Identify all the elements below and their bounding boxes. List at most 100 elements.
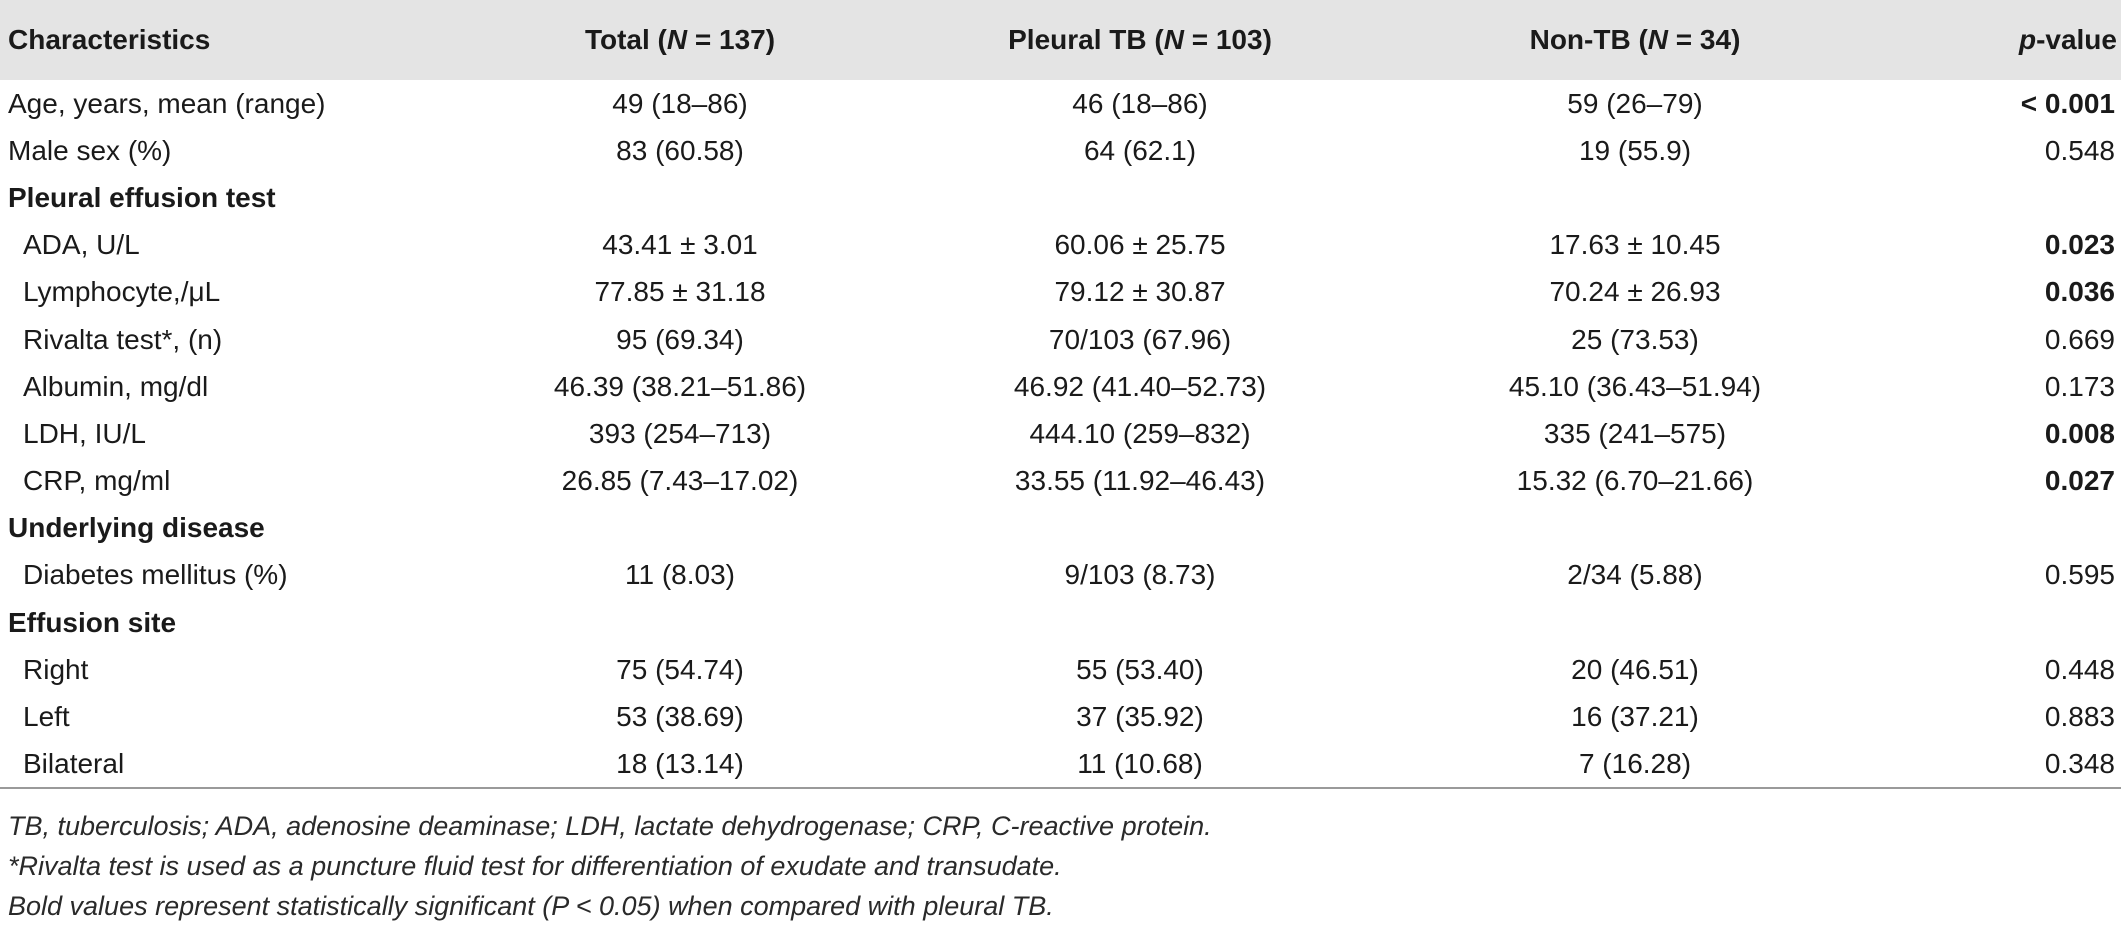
- row-label: Albumin, mg/dl: [23, 370, 209, 402]
- header-non-tb: Non-TB (N = 34): [1390, 0, 1880, 80]
- cell-non-tb: 16 (37.21): [1571, 701, 1699, 733]
- cell-total: 26.85 (7.43–17.02): [561, 465, 799, 497]
- table-row: ADA, U/L 43.41 ± 3.01 60.06 ± 25.75 17.63 ±…: [0, 222, 2121, 269]
- footnote-abbreviations: TB, tuberculosis; ADA, adenosine deamina…: [8, 811, 1212, 841]
- cell-total: 77.85 ± 31.18: [594, 276, 766, 308]
- section-row: Underlying disease: [0, 505, 2121, 552]
- section-row: Pleural effusion test: [0, 174, 2121, 221]
- cell-p-value: 0.548: [2044, 134, 2115, 166]
- cell-pleural-tb: 11 (10.68): [1077, 747, 1203, 779]
- section-row: Effusion site: [0, 599, 2121, 646]
- cell-non-tb: 2/34 (5.88): [1567, 559, 1703, 591]
- cell-pleural-tb: 9/103 (8.73): [1064, 559, 1216, 591]
- cell-non-tb: 45.10 (36.43–51.94): [1508, 370, 1762, 402]
- table-row: Rivalta test*, (n) 95 (69.34) 70/103 (67.9…: [0, 316, 2121, 363]
- header-total-n: N: [666, 24, 688, 55]
- cell-p-value: 0.023: [2044, 229, 2115, 261]
- cell-pleural-tb: 60.06 ± 25.75: [1054, 229, 1226, 261]
- cell-total: 49 (18–86): [612, 87, 748, 119]
- footnotes: TB, tuberculosis; ADA, adenosine deamina…: [8, 806, 1212, 926]
- cell-non-tb: 70.24 ± 26.93: [1549, 276, 1721, 308]
- cell-pleural-tb: 55 (53.40): [1076, 653, 1204, 685]
- cell-pleural-tb: 33.55 (11.92–46.43): [1014, 465, 1266, 497]
- header-nontb-n: N: [1647, 24, 1669, 55]
- cell-non-tb: 25 (73.53): [1571, 323, 1699, 355]
- cell-p-value: 0.008: [2044, 417, 2115, 449]
- header-tb-post: = 103): [1183, 24, 1272, 55]
- cell-non-tb: 59 (26–79): [1567, 87, 1703, 119]
- cell-pleural-tb: 46 (18–86): [1072, 87, 1208, 119]
- cell-p-value: 0.348: [2044, 747, 2115, 779]
- table-row: LDH, IU/L 393 (254–713) 444.10 (259–832) 33…: [0, 410, 2121, 457]
- cell-non-tb: 17.63 ± 10.45: [1549, 229, 1721, 261]
- section-label: Underlying disease: [8, 512, 265, 544]
- cell-non-tb: 19 (55.9): [1578, 134, 1692, 166]
- table-row: Albumin, mg/dl 46.39 (38.21–51.86) 46.92 (…: [0, 363, 2121, 410]
- header-total-post: = 137): [687, 24, 776, 55]
- header-tb-pre: Pleural TB (: [1008, 24, 1164, 55]
- header-pleural-tb: Pleural TB (N = 103): [890, 0, 1390, 80]
- cell-total: 11 (8.03): [625, 559, 735, 591]
- header-p-italic: p: [2018, 24, 2037, 55]
- cell-non-tb: 7 (16.28): [1578, 747, 1692, 779]
- header-nontb-post: = 34): [1668, 24, 1741, 55]
- cell-total: 46.39 (38.21–51.86): [553, 370, 807, 402]
- cell-p-value: 0.027: [2044, 465, 2115, 497]
- row-label: Male sex (%): [8, 134, 172, 166]
- cell-pleural-tb: 70/103 (67.96): [1048, 323, 1232, 355]
- table-row: Age, years, mean (range) 49 (18–86) 46 (18…: [0, 80, 2121, 127]
- cell-non-tb: 335 (241–575): [1543, 417, 1727, 449]
- cell-p-value: 0.669: [2044, 323, 2115, 355]
- cell-total: 75 (54.74): [616, 653, 744, 685]
- row-label: Rivalta test*, (n): [23, 323, 223, 355]
- cell-pleural-tb: 444.10 (259–832): [1029, 417, 1251, 449]
- header-tb-n: N: [1163, 24, 1184, 55]
- row-label: Right: [23, 653, 89, 685]
- cell-p-value: < 0.001: [2020, 87, 2115, 119]
- table-row: Male sex (%) 83 (60.58) 64 (62.1) 19 (55.9)…: [0, 127, 2121, 174]
- cell-p-value: 0.036: [2044, 276, 2115, 308]
- table-row: CRP, mg/ml 26.85 (7.43–17.02) 33.55 (11.92…: [0, 458, 2121, 505]
- row-label: Bilateral: [23, 747, 125, 779]
- cell-non-tb: 15.32 (6.70–21.66): [1516, 465, 1754, 497]
- table-row: Lymphocyte,/μL 77.85 ± 31.18 79.12 ± 30.87…: [0, 269, 2121, 316]
- section-label: Pleural effusion test: [8, 181, 276, 213]
- row-label: Diabetes mellitus (%): [23, 559, 288, 591]
- row-label: Left: [23, 701, 70, 733]
- footnote-rivalta: *Rivalta test is used as a puncture flui…: [8, 851, 1062, 881]
- section-label: Effusion site: [8, 606, 177, 638]
- cell-p-value: 0.883: [2044, 701, 2115, 733]
- header-row: Characteristics Total (N = 137) Pleural …: [0, 0, 2121, 80]
- cell-p-value: 0.448: [2044, 653, 2115, 685]
- header-total: Total (N = 137): [470, 0, 890, 80]
- footnote-bold-values: Bold values represent statistically sign…: [8, 891, 1054, 921]
- row-label: Lymphocyte,/μL: [23, 276, 221, 308]
- cell-p-value: 0.173: [2044, 370, 2115, 402]
- cell-pleural-tb: 46.92 (41.40–52.73): [1013, 370, 1267, 402]
- row-label: CRP, mg/ml: [23, 465, 171, 497]
- cell-total: 43.41 ± 3.01: [602, 229, 758, 261]
- header-p-value: p-value: [1880, 0, 2121, 80]
- row-label: Age, years, mean (range): [8, 87, 326, 119]
- row-label: LDH, IU/L: [23, 417, 146, 449]
- cell-non-tb: 20 (46.51): [1571, 653, 1699, 685]
- table-row: Left 53 (38.69) 37 (35.92) 16 (37.21) 0.883: [0, 693, 2121, 740]
- cell-pleural-tb: 64 (62.1): [1083, 134, 1197, 166]
- header-total-pre: Total (: [584, 24, 667, 55]
- row-label: ADA, U/L: [23, 229, 140, 261]
- cell-p-value: 0.595: [2044, 559, 2115, 591]
- cell-total: 83 (60.58): [616, 134, 744, 166]
- cell-total: 18 (13.14): [616, 747, 744, 779]
- cell-total: 393 (254–713): [588, 417, 772, 449]
- header-nontb-pre: Non-TB (: [1529, 24, 1648, 55]
- cell-total: 95 (69.34): [616, 323, 744, 355]
- cell-total: 53 (38.69): [616, 701, 744, 733]
- header-characteristics: Characteristics: [8, 24, 211, 55]
- cell-pleural-tb: 37 (35.92): [1076, 701, 1204, 733]
- cell-pleural-tb: 79.12 ± 30.87: [1054, 276, 1226, 308]
- characteristics-table: Characteristics Total (N = 137) Pleural …: [0, 0, 2121, 788]
- table-row: Right 75 (54.74) 55 (53.40) 20 (46.51) 0.448: [0, 646, 2121, 693]
- table-body: Age, years, mean (range) 49 (18–86) 46 (18…: [0, 80, 2121, 788]
- header-p-rest: -value: [2036, 24, 2117, 55]
